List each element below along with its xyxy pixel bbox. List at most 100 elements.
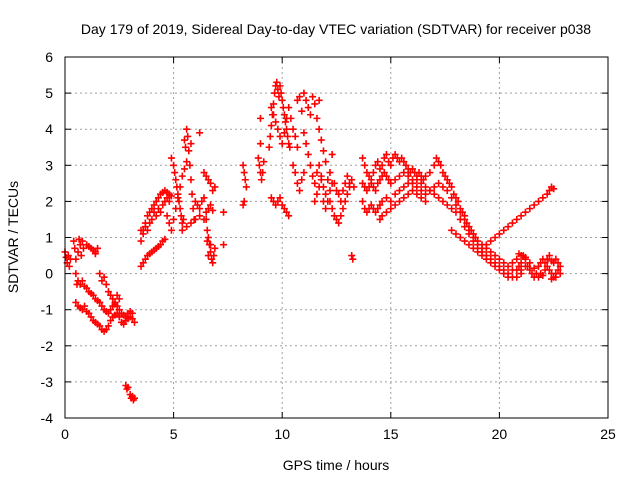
data-point bbox=[185, 147, 193, 155]
data-point bbox=[111, 298, 119, 306]
data-point bbox=[491, 262, 499, 270]
data-point bbox=[435, 179, 443, 187]
data-point bbox=[76, 280, 84, 288]
data-point bbox=[517, 252, 525, 260]
data-point bbox=[443, 176, 451, 184]
data-point bbox=[369, 169, 377, 177]
data-point bbox=[545, 187, 553, 195]
data-point bbox=[293, 96, 301, 104]
data-point bbox=[280, 129, 288, 137]
data-point bbox=[387, 161, 395, 169]
data-point bbox=[339, 187, 347, 195]
data-point bbox=[439, 197, 447, 205]
data-point bbox=[139, 259, 147, 267]
data-point bbox=[372, 187, 380, 195]
data-point bbox=[422, 197, 430, 205]
data-point bbox=[315, 96, 323, 104]
data-point bbox=[309, 93, 317, 101]
data-point bbox=[260, 158, 268, 166]
data-point bbox=[278, 201, 286, 209]
data-point bbox=[291, 132, 299, 140]
data-point bbox=[461, 237, 469, 245]
data-point bbox=[240, 197, 248, 205]
data-point bbox=[267, 194, 275, 202]
data-point bbox=[207, 179, 215, 187]
data-point bbox=[550, 185, 558, 193]
data-point bbox=[146, 219, 154, 227]
y-tick-label: -4 bbox=[41, 410, 54, 426]
data-point bbox=[315, 161, 323, 169]
data-point bbox=[448, 183, 456, 191]
data-point bbox=[293, 179, 301, 187]
y-tick-label: 4 bbox=[45, 121, 53, 137]
data-point bbox=[465, 241, 473, 249]
data-point bbox=[556, 262, 564, 270]
data-point bbox=[417, 194, 425, 202]
data-point bbox=[385, 176, 393, 184]
data-point bbox=[322, 205, 330, 213]
data-point bbox=[300, 89, 308, 97]
data-point bbox=[400, 158, 408, 166]
data-point bbox=[204, 205, 212, 213]
data-point bbox=[207, 248, 215, 256]
data-point bbox=[274, 85, 282, 93]
data-point bbox=[315, 125, 323, 133]
data-point bbox=[202, 208, 210, 216]
data-point bbox=[313, 190, 321, 198]
data-point bbox=[182, 143, 190, 151]
data-point bbox=[65, 262, 73, 270]
data-point bbox=[374, 158, 382, 166]
data-point bbox=[387, 205, 395, 213]
data-point bbox=[461, 223, 469, 231]
data-point bbox=[107, 306, 115, 314]
data-point bbox=[188, 190, 196, 198]
data-point bbox=[426, 169, 434, 177]
data-point bbox=[545, 252, 553, 260]
data-point bbox=[300, 129, 308, 137]
data-point bbox=[177, 212, 185, 220]
data-point bbox=[454, 197, 462, 205]
data-point bbox=[79, 244, 87, 252]
data-point bbox=[404, 172, 412, 180]
data-point bbox=[500, 226, 508, 234]
data-point bbox=[491, 234, 499, 241]
data-point bbox=[437, 161, 445, 169]
data-point bbox=[102, 326, 110, 334]
data-point bbox=[552, 255, 560, 263]
data-point bbox=[281, 118, 289, 126]
data-point bbox=[548, 257, 556, 265]
data-point bbox=[513, 273, 521, 281]
data-point bbox=[207, 201, 215, 209]
data-point bbox=[517, 212, 525, 220]
data-point bbox=[179, 215, 187, 223]
data-point bbox=[124, 383, 132, 391]
data-point bbox=[296, 93, 304, 101]
data-point bbox=[176, 205, 184, 213]
data-point bbox=[167, 226, 175, 234]
data-point bbox=[441, 172, 449, 180]
data-point bbox=[521, 262, 529, 270]
data-point bbox=[283, 125, 291, 133]
data-point bbox=[161, 235, 169, 243]
data-point bbox=[513, 255, 521, 263]
data-point bbox=[448, 194, 456, 202]
data-point bbox=[276, 194, 284, 202]
data-point bbox=[291, 169, 299, 177]
data-point bbox=[72, 270, 80, 278]
data-point bbox=[71, 244, 79, 252]
data-point bbox=[359, 197, 367, 205]
data-point bbox=[517, 259, 525, 267]
tick-labels: 0 5 10 15 20 25 -4 -3 -2 -1 0 1 2 3 4 5 6 bbox=[41, 49, 616, 442]
data-point bbox=[285, 140, 293, 148]
data-point bbox=[367, 201, 375, 209]
data-point bbox=[487, 237, 495, 245]
data-point bbox=[491, 252, 499, 260]
data-point bbox=[376, 215, 384, 223]
data-point bbox=[191, 215, 199, 223]
data-point bbox=[380, 154, 388, 162]
data-point bbox=[139, 230, 147, 238]
data-point bbox=[478, 252, 486, 260]
data-point bbox=[131, 394, 139, 402]
data-point bbox=[254, 154, 262, 162]
data-point bbox=[409, 165, 417, 173]
